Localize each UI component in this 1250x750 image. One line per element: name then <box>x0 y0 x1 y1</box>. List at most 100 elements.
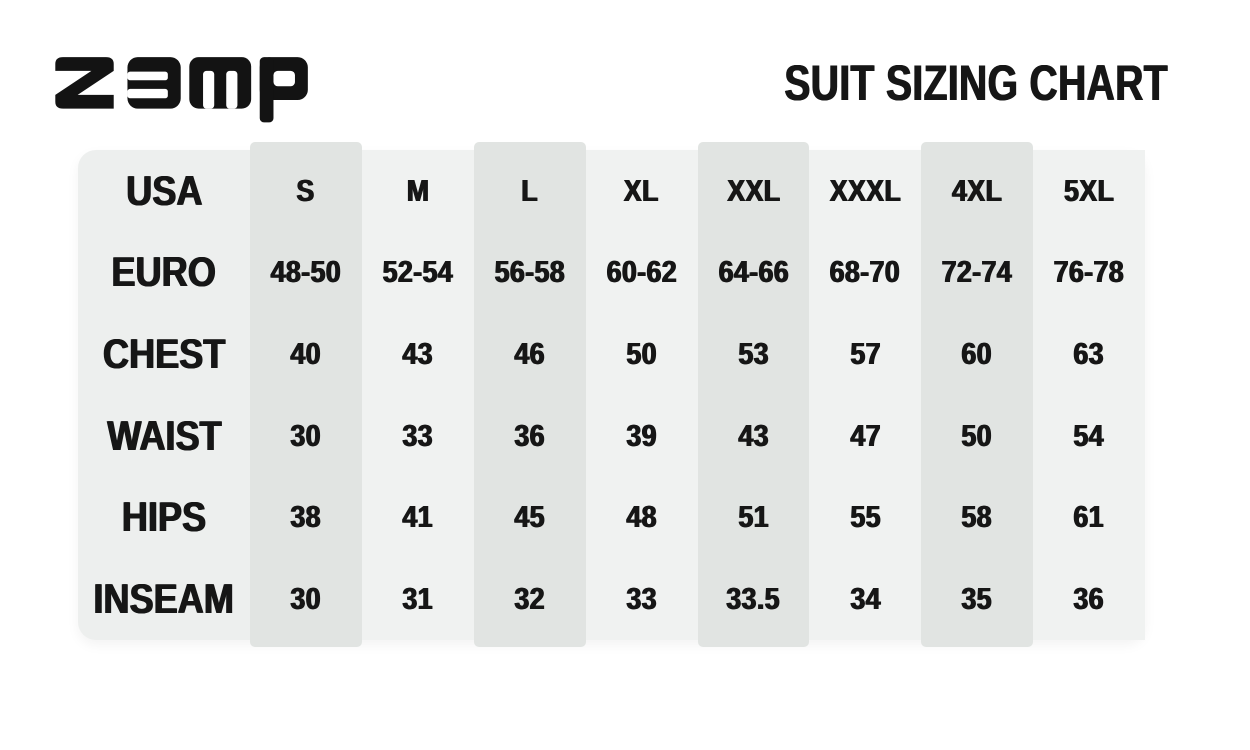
cell-usa-s: S <box>250 150 362 232</box>
cell-text: 4XL <box>952 172 1003 208</box>
cell-hips-xl: 48 <box>586 477 698 559</box>
cell-text: 32 <box>514 581 545 617</box>
cell-text: S <box>296 172 316 208</box>
cell-waist-s: 30 <box>250 395 362 477</box>
table-cells: USA S M L XL XXL XXXL 4XL 5XL EURO 48-50 52-54 56-58… <box>78 150 1145 640</box>
cell-text: 36 <box>514 417 545 453</box>
cell-text: L <box>521 172 539 208</box>
cell-text: 58 <box>961 499 993 535</box>
cell-text: XL <box>624 172 660 208</box>
cell-text: 39 <box>626 417 657 453</box>
row-label-usa: USA <box>78 150 250 232</box>
cell-inseam-m: 31 <box>362 558 474 640</box>
cell-hips-xxl: 51 <box>698 477 810 559</box>
cell-hips-4xl: 58 <box>921 477 1033 559</box>
cell-inseam-4xl: 35 <box>921 558 1033 640</box>
cell-text: 57 <box>850 336 881 372</box>
cell-text: M <box>406 172 430 208</box>
cell-euro-m: 52-54 <box>362 232 474 314</box>
cell-usa-4xl: 4XL <box>921 150 1033 232</box>
cell-usa-5xl: 5XL <box>1033 150 1145 232</box>
column-stripe-m <box>361 150 474 640</box>
cell-hips-s: 38 <box>250 477 362 559</box>
cell-text: 34 <box>850 581 881 617</box>
cell-text: 51 <box>738 499 769 535</box>
cell-hips-5xl: 61 <box>1033 477 1145 559</box>
cell-text: 68-70 <box>830 254 901 290</box>
column-stripe-xl <box>585 150 698 640</box>
cell-inseam-5xl: 36 <box>1033 558 1145 640</box>
zamp-logo <box>55 57 308 123</box>
sizing-table: USA S M L XL XXL XXXL 4XL 5XL EURO 48-50 52-54 56-58… <box>78 142 1145 647</box>
cell-inseam-xxl: 33.5 <box>698 558 810 640</box>
cell-text: 45 <box>514 499 545 535</box>
column-stripe-xxl <box>697 142 810 647</box>
cell-waist-5xl: 54 <box>1033 395 1145 477</box>
cell-hips-xxxl: 55 <box>809 477 921 559</box>
cell-chest-s: 40 <box>250 313 362 395</box>
zamp-logo-glyphs <box>55 57 308 123</box>
cell-chest-5xl: 63 <box>1033 313 1145 395</box>
row-label-text: INSEAM <box>93 575 235 623</box>
cell-text: 63 <box>1073 336 1105 372</box>
cell-text: 5XL <box>1063 172 1115 208</box>
cell-text: 31 <box>402 581 434 617</box>
cell-text: 48 <box>626 499 657 535</box>
cell-text: 48-50 <box>270 254 342 290</box>
cell-text: 36 <box>1073 581 1105 617</box>
cell-euro-xl: 60-62 <box>586 232 698 314</box>
cell-text: 54 <box>1073 417 1105 453</box>
cell-text: 56-58 <box>494 254 565 290</box>
cell-chest-l: 46 <box>474 313 586 395</box>
row-label-euro: EURO <box>78 232 250 314</box>
cell-usa-l: L <box>474 150 586 232</box>
cell-euro-5xl: 76-78 <box>1033 232 1145 314</box>
page-title: SUIT SIZING CHART <box>784 55 1168 111</box>
column-stripe-s <box>250 142 362 647</box>
cell-inseam-xxxl: 34 <box>809 558 921 640</box>
cell-waist-m: 33 <box>362 395 474 477</box>
cell-euro-xxxl: 68-70 <box>809 232 921 314</box>
page-header: SUIT SIZING CHART <box>45 44 1168 140</box>
cell-euro-4xl: 72-74 <box>921 232 1033 314</box>
cell-text: 30 <box>290 581 322 617</box>
cell-text: 40 <box>290 336 322 372</box>
column-stripe-layer <box>78 142 1145 647</box>
row-label-text: EURO <box>111 248 217 296</box>
cell-text: 35 <box>961 581 993 617</box>
row-label-chest: CHEST <box>78 313 250 395</box>
cell-waist-xxxl: 47 <box>809 395 921 477</box>
cell-text: 72-74 <box>942 254 1013 290</box>
column-stripe-xxxl <box>809 150 922 640</box>
cell-text: 33 <box>626 581 657 617</box>
cell-text: 60-62 <box>606 254 677 290</box>
cell-text: 50 <box>626 336 657 372</box>
cell-text: 30 <box>290 417 322 453</box>
row-label-text: WAIST <box>106 411 222 459</box>
cell-usa-xxl: XXL <box>698 150 810 232</box>
cell-chest-xl: 50 <box>586 313 698 395</box>
cell-inseam-s: 30 <box>250 558 362 640</box>
cell-text: 55 <box>850 499 881 535</box>
row-label-text: CHEST <box>102 330 226 378</box>
cell-text: 38 <box>290 499 322 535</box>
cell-text: 76-78 <box>1053 254 1125 290</box>
cell-chest-xxl: 53 <box>698 313 810 395</box>
cell-waist-xl: 39 <box>586 395 698 477</box>
cell-text: 33.5 <box>726 581 781 617</box>
cell-text: 60 <box>961 336 993 372</box>
row-label-text: HIPS <box>121 493 207 541</box>
cell-chest-m: 43 <box>362 313 474 395</box>
cell-euro-l: 56-58 <box>474 232 586 314</box>
column-stripe-5xl <box>1033 150 1145 640</box>
cell-hips-m: 41 <box>362 477 474 559</box>
cell-text: 47 <box>850 417 881 453</box>
cell-text: 53 <box>738 336 769 372</box>
cell-hips-l: 45 <box>474 477 586 559</box>
cell-waist-xxl: 43 <box>698 395 810 477</box>
cell-text: XXL <box>726 172 781 208</box>
cell-usa-m: M <box>362 150 474 232</box>
cell-text: 52-54 <box>382 254 453 290</box>
cell-euro-xxl: 64-66 <box>698 232 810 314</box>
row-label-waist: WAIST <box>78 395 250 477</box>
